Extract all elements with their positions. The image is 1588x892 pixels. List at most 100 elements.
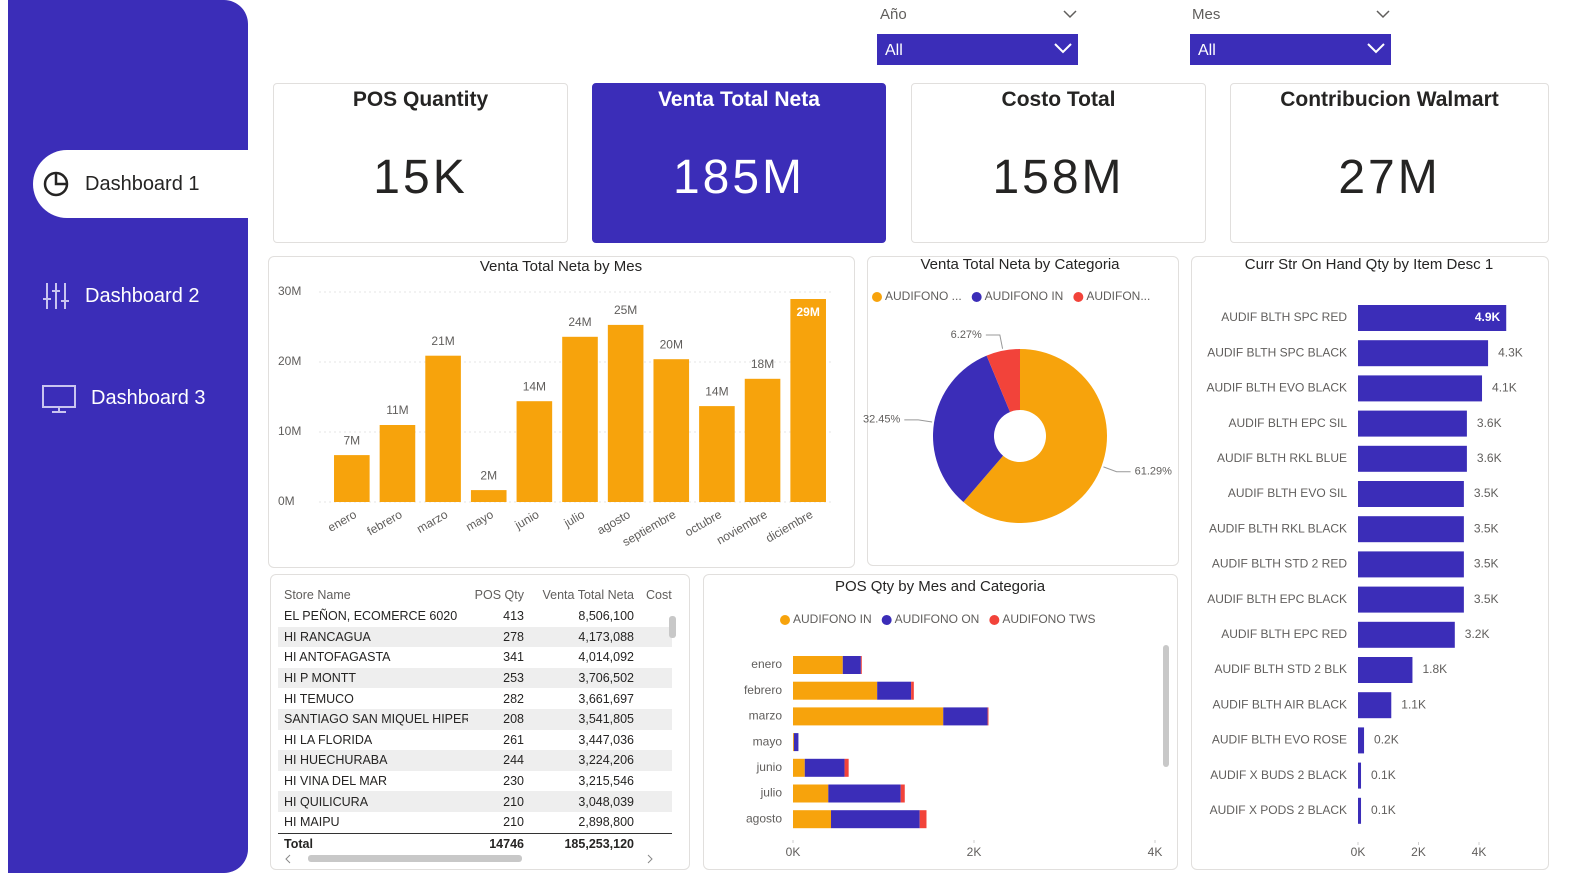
table-cell: HI LA FLORIDA [284, 732, 373, 747]
nav-label: Dashboard 1 [85, 172, 200, 195]
table-cell: 2 [640, 791, 672, 812]
data-label: 3.5K [1474, 557, 1499, 571]
legend-label: AUDIFONO ON [895, 612, 980, 626]
bar-segment [831, 810, 920, 829]
bar-segment [943, 707, 988, 726]
scrollbar[interactable] [666, 586, 680, 848]
data-label: 18M [751, 357, 774, 371]
bar [562, 336, 598, 502]
y-tick-label: 10M [278, 424, 301, 438]
table-cell: 8,506,100 [578, 609, 634, 624]
kpi-value: 185M [672, 151, 806, 204]
sidebar [8, 0, 248, 873]
icon [43, 171, 69, 197]
bar-segment [793, 810, 832, 829]
chevron [1063, 10, 1077, 19]
nav-item[interactable]: Dashboard 3 [33, 364, 248, 432]
data-label: 1.1K [1401, 697, 1426, 711]
table-cell: 282 [503, 691, 524, 706]
bar [1358, 340, 1489, 367]
legend-label: AUDIFONO IN [985, 289, 1064, 303]
table-cell: 413 [503, 609, 524, 624]
y-tick-label: enero [751, 657, 782, 671]
filter-dropdown[interactable]: All [877, 34, 1078, 65]
nav-item[interactable]: Dashboard 1 [33, 150, 248, 218]
table-cell: 210 [503, 815, 524, 830]
filter-label: Año [880, 6, 907, 23]
bar-segment [844, 758, 849, 777]
column-header: Store Name [284, 588, 351, 602]
legend-marker [872, 292, 882, 302]
bar-segment [804, 758, 845, 777]
kpi-title: Venta Total Neta [658, 88, 820, 111]
legend-label: AUDIFONO ... [885, 289, 962, 303]
kpi-card: Contribucion Walmart 27M [1230, 83, 1549, 243]
data-label: 14M [523, 379, 546, 393]
legend-marker [1073, 292, 1084, 302]
y-tick-label: AUDIF BLTH RKL BLACK [1209, 521, 1347, 535]
bar [1358, 305, 1507, 331]
table-cell: 3,706,502 [530, 667, 640, 689]
data-label: 3.5K [1474, 521, 1499, 535]
table-cell: 3,224,206 [530, 750, 640, 771]
table-cell: 208 [468, 708, 530, 730]
bar [1358, 621, 1455, 648]
scrollbar [1163, 645, 1169, 767]
table-cell: HI RANCAGUA [278, 626, 468, 648]
bar [1358, 445, 1467, 472]
y-tick-label: AUDIF BLTH EVO ROSE [1212, 733, 1347, 747]
y-tick-label: AUDIF BLTH EVO SIL [1228, 486, 1347, 500]
x-tick-label: 4K [1472, 845, 1487, 859]
filter-dropdown[interactable]: All [1190, 34, 1391, 65]
y-tick-label: marzo [749, 709, 783, 723]
table-cell: 3,661,697 [578, 691, 634, 706]
bar [1358, 375, 1483, 402]
chart-title: Curr Str On Hand Qty by Item Desc 1 [1245, 256, 1493, 273]
kpi-title: Costo Total [1001, 88, 1116, 111]
y-tick-label: AUDIF BLTH AIR BLACK [1213, 697, 1347, 711]
x-tick-label: mayo [463, 507, 496, 534]
bar [425, 355, 461, 502]
filter-value: All [885, 42, 903, 59]
bar-segment [793, 784, 829, 803]
table-cell: HI QUILICURA [278, 791, 468, 812]
table-cell: 2,898,800 [578, 815, 634, 830]
bar-segment [793, 758, 805, 777]
data-label: 25M [614, 303, 637, 317]
table-cell: HI VINA DEL MAR [284, 774, 388, 789]
kpi-value: 15K [373, 151, 468, 204]
y-tick-label: AUDIF BLTH SPC RED [1221, 310, 1347, 324]
kpi-card: POS Quantity 15K [273, 83, 568, 243]
data-label: 0.2K [1374, 733, 1399, 747]
table-cell: 3 [640, 626, 672, 648]
chart-title: Venta Total Neta by Mes [480, 258, 642, 275]
bar [699, 406, 735, 502]
data-label: 3.5K [1474, 486, 1499, 500]
x-tick-label: diciembre [763, 507, 815, 545]
bar-segment [793, 656, 843, 674]
bar-segment [793, 733, 799, 752]
leader-line [985, 334, 1004, 349]
table-cell: 278 [468, 626, 530, 648]
table-cell: 3,048,039 [530, 791, 640, 812]
y-tick-label: AUDIF BLTH EPC RED [1221, 627, 1347, 641]
scrollbar[interactable] [280, 852, 670, 866]
y-tick-label: AUDIF BLTH EVO BLACK [1207, 381, 1347, 395]
bar [470, 490, 507, 502]
chevron [1367, 43, 1385, 54]
nav-item[interactable]: Dashboard 2 [33, 262, 248, 330]
x-tick-label: 2K [1411, 845, 1426, 859]
chevron [1376, 10, 1390, 19]
legend-label: AUDIFON... [1086, 289, 1150, 303]
y-tick-label: AUDIF BLTH EPC BLACK [1207, 592, 1347, 606]
bar [516, 401, 553, 502]
bar [1358, 481, 1464, 507]
table-cell: 3,215,546 [578, 774, 634, 789]
legend-marker [989, 615, 1000, 625]
column-header: POS Qty [474, 588, 524, 602]
